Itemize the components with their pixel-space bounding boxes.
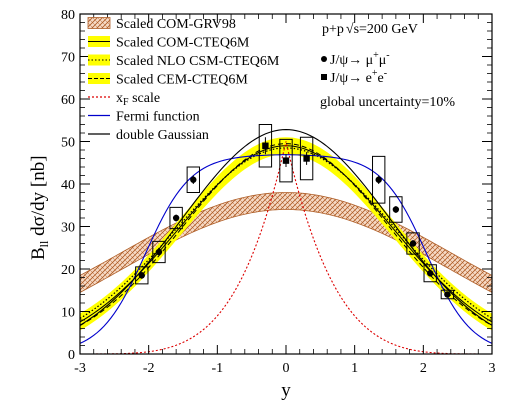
cem-line: [79, 143, 493, 326]
decay-ee-label: J/ψ→ e+e-: [330, 68, 387, 86]
decay-mumu-label: J/ψ→ μ+μ-: [330, 50, 390, 68]
global-uncertainty-label: global uncertainty=10%: [320, 95, 455, 110]
legend-label-main: x: [116, 91, 123, 106]
double-gaussian-line: [79, 129, 493, 326]
legend-label-sub: F: [123, 97, 129, 108]
point-marker: [190, 176, 197, 183]
y-tick-label: 0: [68, 348, 75, 363]
systematic-box: [135, 266, 149, 285]
point-marker: [427, 270, 434, 277]
mumu-point: [440, 289, 455, 300]
legend-entry: xF scale: [88, 91, 160, 108]
point-marker: [282, 157, 290, 164]
legend-entry: Scaled COM-GRV98: [87, 17, 236, 32]
x-axis-label: y: [281, 380, 291, 401]
y-axis-label-main: B: [28, 247, 49, 260]
point-marker: [262, 142, 269, 149]
y-tick-label: 10: [61, 306, 75, 321]
legend-label: double Gaussian: [116, 128, 209, 143]
legend: Scaled COM-GRV98 Scaled COM-CTEQ6M Scaled …: [87, 17, 280, 143]
y-axis-label: Bll dσ/dy [nb]: [28, 155, 51, 260]
x-tick-label: -1: [211, 361, 223, 376]
y-tick-label: 70: [61, 51, 75, 66]
y-axis-label-sub: ll: [37, 240, 51, 247]
legend-label: Scaled CEM-CTEQ6M: [116, 73, 248, 88]
legend-entry: double Gaussian: [88, 128, 209, 143]
com-cteq6m-line: [79, 145, 493, 323]
systematic-box: [423, 264, 437, 283]
x-tick-label: -3: [74, 361, 86, 376]
legend-entry: Scaled CEM-CTEQ6M: [88, 73, 248, 88]
systematic-box: [186, 166, 200, 193]
mumu-point: [423, 264, 437, 283]
legend-swatch: [88, 73, 110, 84]
nlo-csm-line: [79, 147, 493, 319]
x-tick-label: -2: [143, 361, 155, 376]
x-tick-label: 3: [489, 361, 496, 376]
annotations: p+p √s=200 GeV J/ψ→ μ+μ- J/ψ→ e+e- global…: [320, 22, 455, 110]
ee-point: [299, 136, 314, 181]
x-tick-label: 0: [283, 361, 290, 376]
point-marker: [303, 155, 310, 162]
legend-label-main: Scaled COM-GRV98: [116, 17, 236, 32]
legend-label: Scaled COM-CTEQ6M: [116, 36, 250, 51]
legend-label-main: Scaled CEM-CTEQ6M: [116, 73, 248, 88]
mumu-point: [135, 266, 149, 285]
ee-point: [258, 124, 273, 168]
y-tick-label: 30: [61, 221, 75, 236]
y-tick-label: 50: [61, 136, 75, 151]
legend-label: Fermi function: [116, 110, 200, 125]
systematic-box: [389, 196, 403, 223]
mumu-point: [389, 196, 403, 223]
point-marker: [155, 248, 163, 256]
legend-label-main: Fermi function: [116, 110, 200, 125]
legend-label: Scaled NLO CSM-CTEQ6M: [116, 54, 280, 69]
collision-label: p+p √s=200 GeV: [322, 22, 418, 37]
mumu-point: [406, 232, 420, 255]
y-tick-label: 40: [61, 178, 75, 193]
ee-marker: [321, 74, 327, 80]
point-marker: [409, 240, 417, 247]
legend-label-rest: scale: [129, 91, 160, 106]
ee-point: [279, 138, 293, 183]
y-tick-label: 80: [61, 8, 75, 23]
legend-label-main: double Gaussian: [116, 128, 209, 143]
legend-entry: Scaled NLO CSM-CTEQ6M: [88, 54, 280, 69]
y-axis-label-rest: dσ/dy [nb]: [28, 155, 49, 240]
data-points: [135, 124, 455, 300]
x-tick-label: 2: [420, 361, 427, 376]
systematic-box: [169, 206, 183, 230]
x-tick-label: 1: [351, 361, 358, 376]
systematic-box: [152, 240, 166, 264]
legend-label-main: Scaled NLO CSM-CTEQ6M: [116, 54, 280, 69]
point-marker: [172, 214, 180, 222]
point-marker: [392, 206, 400, 213]
mumu-point: [186, 166, 200, 193]
legend-swatch: [87, 17, 111, 29]
legend-label: Scaled COM-GRV98: [116, 17, 236, 32]
point-marker: [138, 272, 145, 279]
mumu-point: [372, 155, 386, 204]
legend-label-main: Scaled COM-CTEQ6M: [116, 36, 250, 51]
point-marker: [444, 291, 451, 298]
mumu-point: [169, 206, 183, 230]
systematic-box: [440, 289, 455, 300]
y-tick-label: 60: [61, 93, 75, 108]
systematic-box: [279, 138, 293, 183]
legend-entry: Scaled COM-CTEQ6M: [88, 36, 250, 51]
mumu-point: [152, 240, 166, 264]
legend-entry: Fermi function: [88, 110, 200, 125]
y-tick-label: 20: [61, 263, 75, 278]
mumu-marker: [321, 56, 327, 62]
systematic-box: [372, 155, 386, 204]
systematic-box: [406, 232, 420, 255]
legend-label: xF scale: [116, 91, 160, 108]
systematic-box: [258, 124, 273, 168]
systematic-box: [299, 136, 314, 181]
point-marker: [375, 176, 382, 183]
